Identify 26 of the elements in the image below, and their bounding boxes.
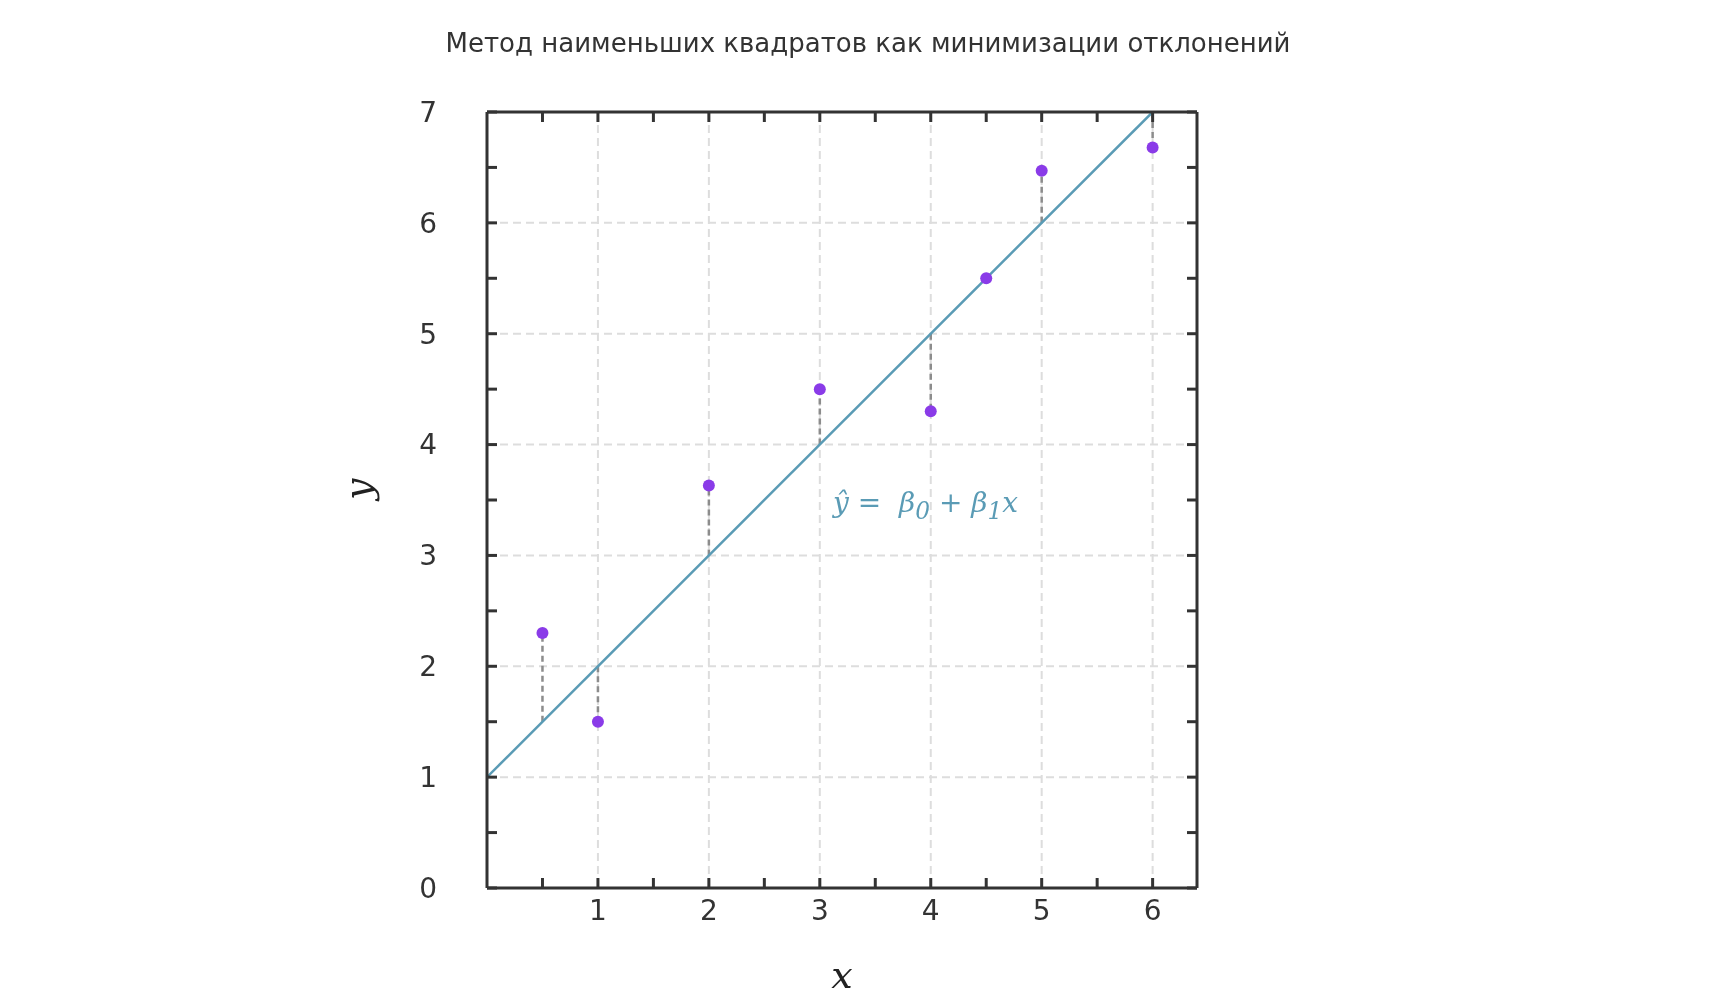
y-tick-label: 3 — [419, 539, 437, 573]
point — [813, 383, 826, 396]
point — [702, 479, 715, 492]
y-tick-label: 2 — [419, 650, 437, 684]
point — [591, 715, 604, 728]
y-tick-label: 0 — [419, 871, 437, 905]
x-tick-label: 1 — [589, 893, 607, 927]
x-axis-title: x — [831, 953, 853, 997]
y-tick-label: 1 — [419, 760, 437, 794]
x-tick-label: 5 — [1032, 893, 1051, 927]
y-axis-title: y — [336, 478, 381, 502]
x-tick-label: 3 — [810, 893, 829, 927]
y-tick-label: 5 — [419, 317, 437, 351]
point — [1146, 141, 1159, 154]
point — [924, 405, 937, 418]
x-tick-label: 2 — [699, 893, 718, 927]
y-tick-label: 7 — [419, 95, 437, 129]
point — [980, 272, 993, 285]
chart-title: Метод наименьших квадратов как минимизации отклонений — [444, 27, 1292, 60]
x-tick-label: 6 — [1143, 893, 1162, 927]
y-tick-label: 4 — [419, 428, 437, 462]
y-tick-label: 6 — [419, 206, 437, 240]
x-tick-label: 4 — [921, 893, 940, 927]
point — [1035, 164, 1048, 177]
point — [536, 627, 549, 640]
annotation: ŷ = β$_{0}$ + β$_{1}$x — [833, 486, 1019, 525]
